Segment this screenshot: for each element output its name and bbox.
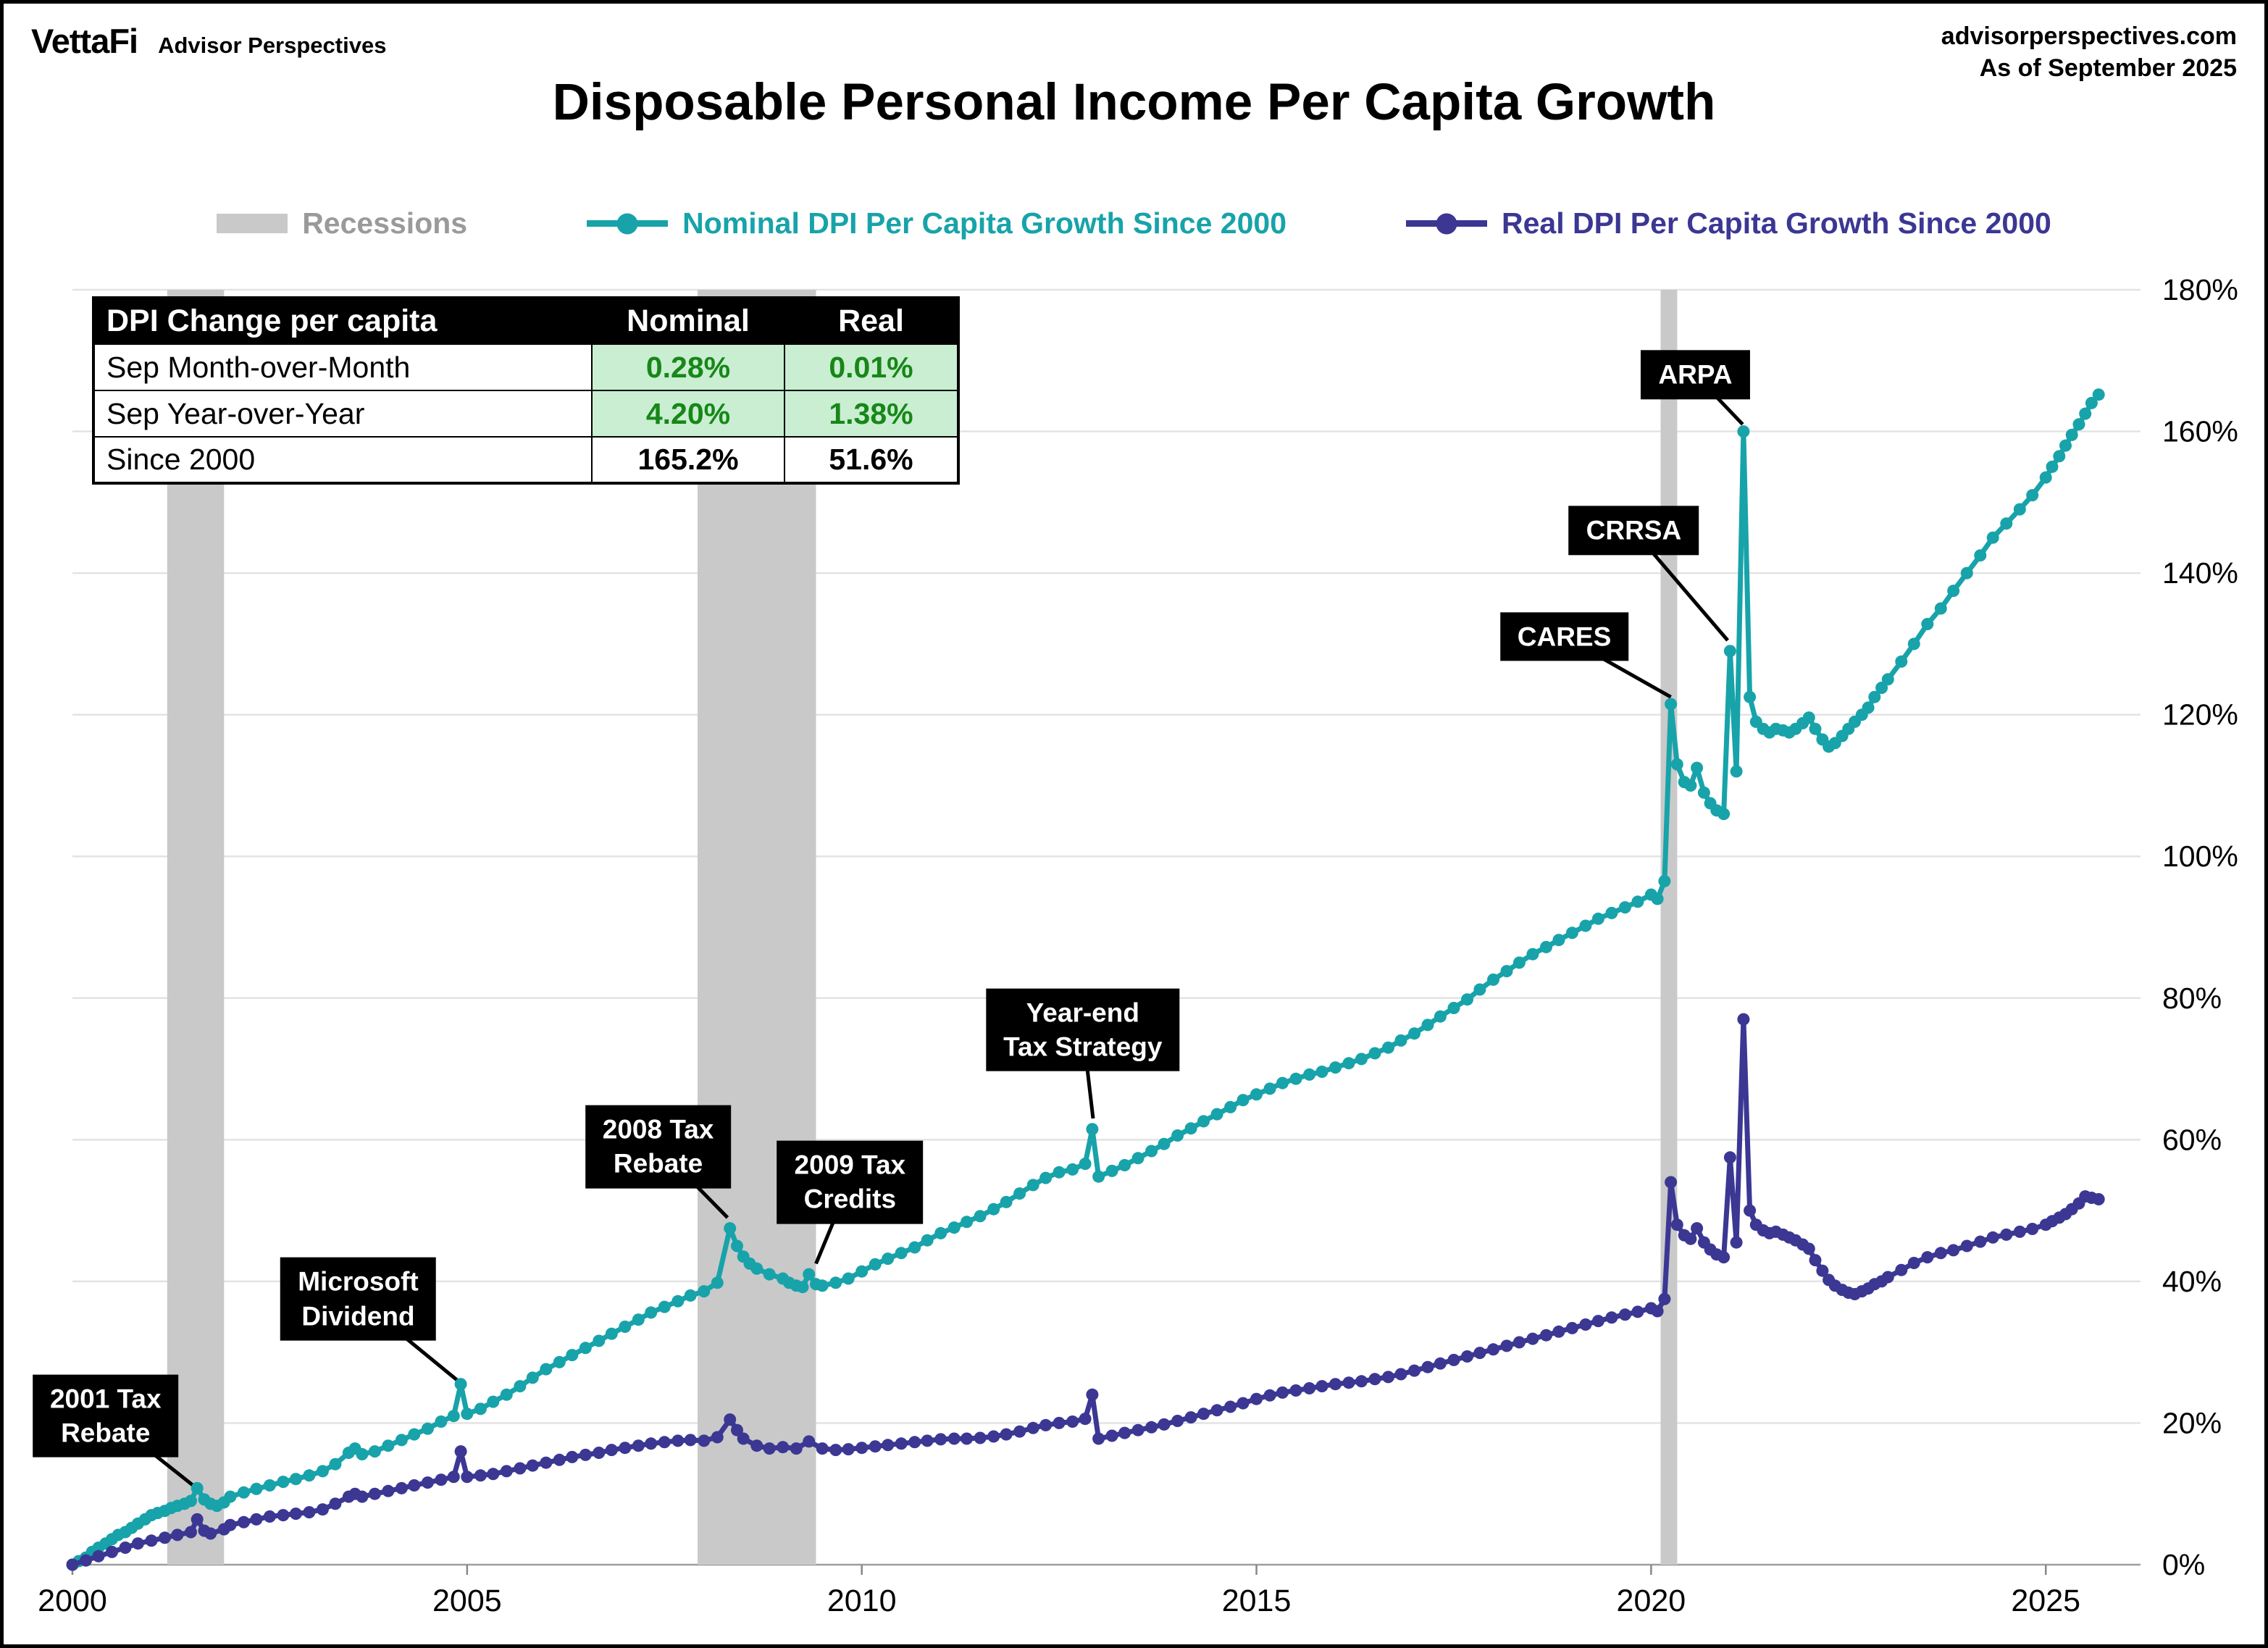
svg-text:100%: 100% (2162, 840, 2238, 873)
legend-item-recessions: Recessions (217, 206, 467, 240)
row-label: Sep Month-over-Month (93, 343, 593, 391)
annotation-connectors (104, 373, 1744, 1489)
row-real-value: 1.38% (784, 390, 959, 438)
legend-item-nominal: Nominal DPI Per Capita Growth Since 2000 (587, 206, 1286, 240)
svg-text:2025: 2025 (2011, 1584, 2080, 1618)
recession-swatch (217, 214, 288, 233)
legend: Recessions Nominal DPI Per Capita Growth… (4, 206, 2264, 240)
source-site: advisorperspectives.com (1941, 22, 2237, 50)
row-nominal-value: 165.2% (591, 436, 785, 484)
svg-text:0%: 0% (2162, 1548, 2205, 1581)
svg-text:20%: 20% (2162, 1406, 2222, 1439)
row-real-value: 0.01% (784, 343, 959, 391)
svg-text:2010: 2010 (827, 1584, 897, 1618)
series-real-line (66, 1013, 2105, 1571)
row-label: Since 2000 (93, 436, 593, 484)
svg-text:2000: 2000 (38, 1584, 107, 1618)
legend-recessions-label: Recessions (302, 206, 468, 240)
row-label: Sep Year-over-Year (93, 390, 593, 438)
legend-real-label: Real DPI Per Capita Growth Since 2000 (1502, 206, 2051, 240)
top-bar: VettaFi Advisor Perspectives advisorpers… (31, 21, 2237, 84)
svg-text:80%: 80% (2162, 982, 2222, 1015)
y-axis-labels: 0% 20% 40% 60% 80% 100% 120% 140% 160% 180% (2162, 273, 2238, 1581)
real-dot-icon (1436, 213, 1457, 234)
svg-text:60%: 60% (2162, 1123, 2222, 1156)
table-header-real: Real (784, 297, 959, 345)
row-real-value: 51.6% (784, 436, 959, 484)
as-of-date: As of September 2025 (1979, 54, 2237, 82)
svg-text:180%: 180% (2162, 273, 2238, 306)
nominal-line-swatch (587, 213, 669, 234)
table-header-label: DPI Change per capita (93, 297, 593, 345)
series-nominal-line (66, 388, 2105, 1571)
svg-text:2020: 2020 (1617, 1584, 1686, 1618)
vettafi-logo: VettaFi (31, 22, 138, 60)
y-gridlines (72, 288, 2141, 1566)
legend-nominal-label: Nominal DPI Per Capita Growth Since 2000 (682, 206, 1287, 240)
x-axis-labels: 2000 2005 2010 2015 2020 2025 (38, 1565, 2080, 1618)
table-row: Sep Year-over-Year 4.20% 1.38% (93, 390, 959, 438)
real-line-swatch (1406, 213, 1488, 234)
table-row: Since 2000 165.2% 51.6% (93, 436, 959, 484)
svg-text:140%: 140% (2162, 556, 2238, 590)
svg-text:2005: 2005 (432, 1584, 502, 1618)
legend-item-real: Real DPI Per Capita Growth Since 2000 (1406, 206, 2051, 240)
dpi-stats-table: DPI Change per capita Nominal Real Sep M… (92, 296, 960, 485)
svg-text:160%: 160% (2162, 415, 2238, 448)
svg-text:120%: 120% (2162, 698, 2238, 732)
table-header-row: DPI Change per capita Nominal Real (93, 297, 959, 345)
chart-title: Disposable Personal Income Per Capita Gr… (552, 74, 1716, 131)
nominal-dot-icon (616, 213, 638, 234)
source-block: advisorperspectives.com As of September … (1941, 21, 2237, 84)
svg-text:2015: 2015 (1222, 1584, 1292, 1618)
advisor-perspectives-label: Advisor Perspectives (158, 33, 387, 58)
svg-text:40%: 40% (2162, 1265, 2222, 1298)
table-header-nominal: Nominal (591, 297, 785, 345)
row-nominal-value: 4.20% (591, 390, 785, 438)
recession-bands (167, 290, 1678, 1565)
brand: VettaFi Advisor Perspectives (31, 21, 386, 61)
dpi-growth-chart: 0%20%40%60%80%100%120%140%160%180%2000 20… (38, 273, 2238, 1618)
row-nominal-value: 0.28% (591, 343, 785, 391)
table-row: Sep Month-over-Month 0.28% 0.01% (93, 343, 959, 391)
